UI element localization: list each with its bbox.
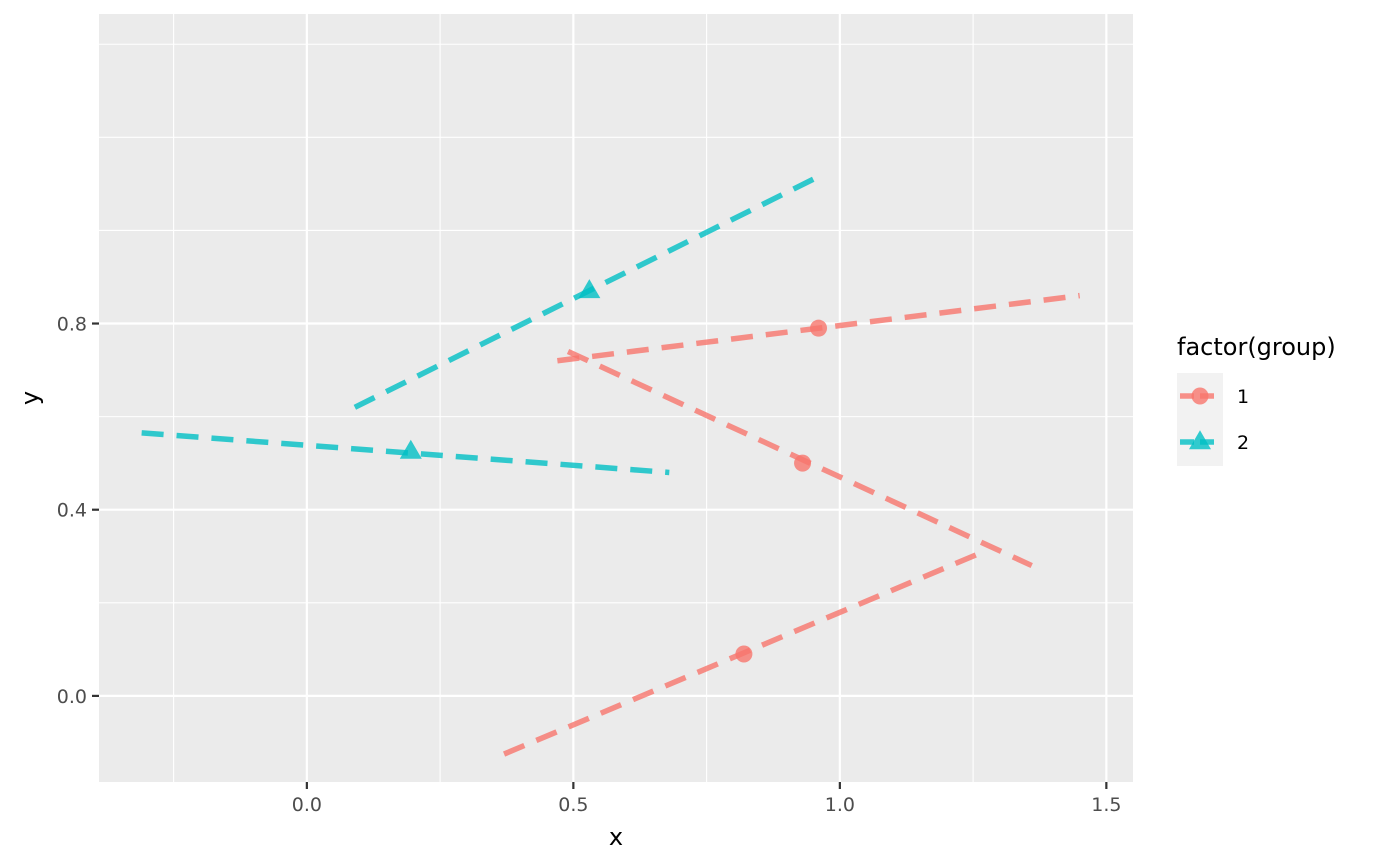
series-1-point bbox=[810, 319, 828, 337]
plot-panel bbox=[99, 14, 1133, 782]
y-axis-title: y bbox=[16, 391, 44, 405]
x-tick-label: 0.0 bbox=[292, 794, 322, 816]
y-tick-label: 0.0 bbox=[57, 686, 87, 708]
legend-title: factor(group) bbox=[1177, 333, 1336, 361]
legend-key-circle-icon bbox=[1191, 387, 1209, 405]
series-2-point bbox=[399, 439, 422, 459]
major-grid bbox=[99, 14, 1133, 782]
x-tick-label: 1.5 bbox=[1091, 794, 1121, 816]
legend-keys: 12 bbox=[1180, 386, 1249, 454]
legend-label-2: 2 bbox=[1237, 432, 1249, 454]
y-tick-label: 0.8 bbox=[57, 314, 87, 336]
legend-key-background bbox=[1177, 373, 1223, 466]
minor-grid bbox=[99, 14, 1133, 782]
series-1-point bbox=[794, 454, 812, 472]
y-axis: 0.0 0.4 0.8 bbox=[57, 314, 99, 708]
x-axis: 0.0 0.5 1.0 1.5 bbox=[292, 782, 1121, 816]
series-points bbox=[399, 279, 828, 663]
y-tick-label: 0.4 bbox=[57, 500, 87, 522]
legend: factor(group) 12 bbox=[1177, 333, 1336, 466]
x-axis-title: x bbox=[609, 823, 623, 851]
series-1-point bbox=[735, 645, 753, 663]
x-tick-label: 1.0 bbox=[825, 794, 855, 816]
x-tick-label: 0.5 bbox=[558, 794, 588, 816]
legend-label-1: 1 bbox=[1237, 386, 1249, 408]
series-2-point bbox=[578, 279, 601, 299]
legend-key-triangle-icon bbox=[1189, 430, 1211, 450]
